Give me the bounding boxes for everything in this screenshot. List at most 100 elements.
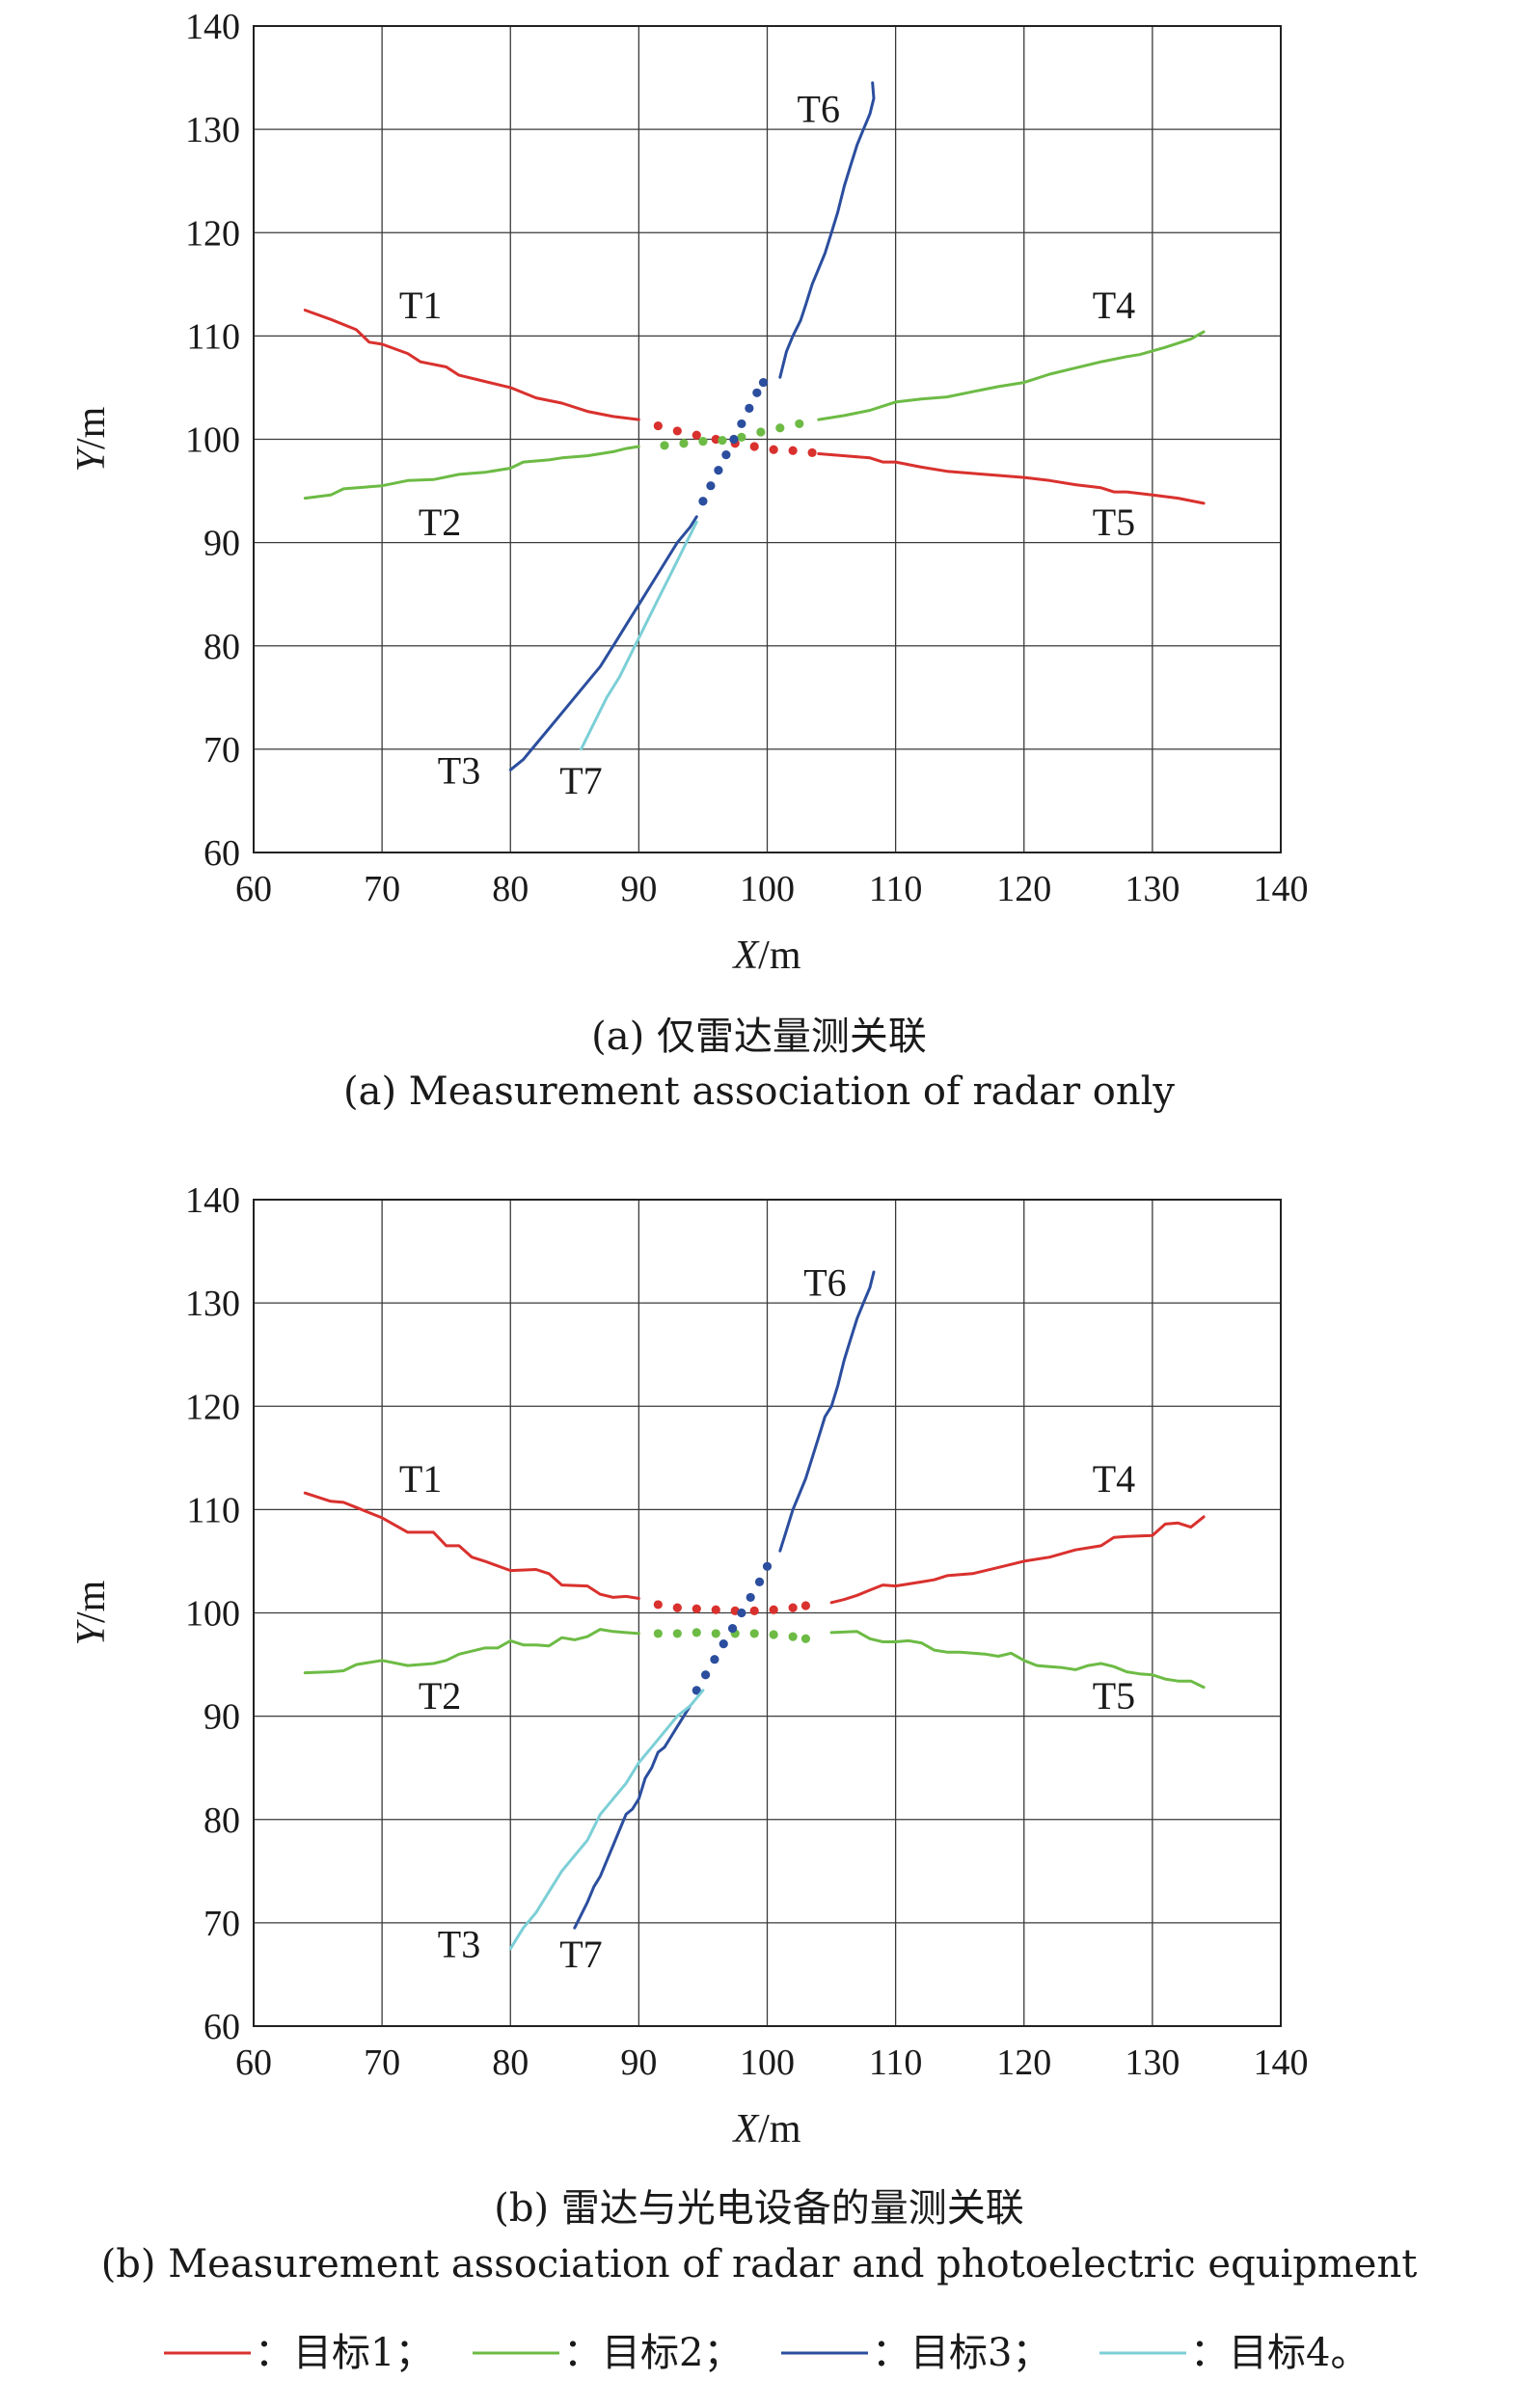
target1-point	[788, 446, 798, 455]
y-tick-label: 110	[186, 1490, 240, 1530]
y-axis-label: Y/m	[69, 406, 114, 472]
target1-point	[749, 442, 759, 451]
y-axis-var: Y	[69, 445, 114, 472]
target2-point	[653, 1629, 663, 1638]
track-label-t1: T1	[399, 1457, 442, 1501]
target3-point	[737, 419, 746, 429]
legend-label-target1: ：目标1；	[255, 2331, 433, 2375]
target1-point	[653, 420, 663, 431]
target3-point	[762, 1561, 773, 1571]
series-group	[303, 81, 1206, 771]
target2-point	[795, 419, 804, 429]
track-label-t6: T6	[803, 1261, 846, 1305]
x-tick-label: 120	[996, 2043, 1051, 2083]
target3-point	[714, 466, 723, 475]
plot-frame	[253, 25, 1282, 853]
series-group	[303, 1270, 1206, 1951]
target1-track-line	[303, 309, 640, 421]
target2-point	[769, 1630, 778, 1639]
target2-point	[711, 1629, 720, 1638]
legend: ：目标1； ：目标2； ：目标3； ：目标4。	[164, 2331, 1369, 2375]
x-tick-label: 80	[492, 2043, 529, 2083]
target3-point	[698, 497, 708, 506]
target1-point	[672, 1603, 682, 1612]
target2-point	[749, 1629, 759, 1638]
y-tick-label: 90	[203, 524, 240, 564]
target3-point	[727, 1623, 738, 1634]
target1-point	[749, 1606, 759, 1615]
target2-association-points	[660, 419, 804, 450]
track-label-t6: T6	[798, 88, 840, 131]
x-tick-label: 90	[620, 869, 657, 909]
y-tick-label: 110	[186, 316, 240, 357]
target2-point	[788, 1632, 798, 1641]
track-label-t4: T4	[1093, 1457, 1135, 1501]
target2-point	[800, 1634, 811, 1643]
x-tick-label: 100	[740, 869, 795, 909]
x-axis-unit: /m	[758, 933, 801, 978]
y-tick-label: 130	[185, 110, 240, 150]
y-axis-unit: /m	[69, 1580, 114, 1623]
target3-track-line	[508, 515, 698, 771]
target2-track-line	[817, 330, 1206, 421]
target4-track-line	[580, 520, 698, 751]
target2-point	[756, 427, 766, 437]
target3-point	[758, 377, 769, 388]
legend-label-target3: ：目标3；	[872, 2331, 1050, 2375]
target2-point	[692, 1628, 701, 1637]
caption-en: (a) Measurement association of radar onl…	[343, 1069, 1175, 1114]
target3-point	[754, 1577, 765, 1586]
grid	[254, 26, 1281, 852]
y-axis-unit: /m	[69, 406, 114, 449]
target2-point	[737, 432, 746, 442]
caption-cn: (b) 雷达与光电设备的量测关联	[494, 2186, 1024, 2231]
target1-point	[788, 1603, 798, 1612]
y-tick-label: 90	[203, 1697, 240, 1738]
y-tick-label: 100	[185, 420, 240, 461]
target3-point	[719, 1639, 728, 1649]
target2-track-line	[829, 1630, 1206, 1690]
x-tick-label: 70	[364, 869, 400, 909]
x-tick-label: 140	[1254, 869, 1309, 909]
plot-frame	[253, 1199, 1282, 2027]
target3-point	[746, 1592, 755, 1603]
target1-point	[653, 1600, 663, 1610]
target1-track-line	[829, 1515, 1206, 1605]
target3-association-points	[698, 377, 769, 506]
target1-track-line	[303, 1491, 640, 1600]
x-tick-label: 70	[364, 2043, 400, 2083]
track-label-t1: T1	[399, 284, 442, 327]
track-label-t2: T2	[419, 1674, 461, 1718]
target1-association-points	[653, 420, 817, 458]
x-tick-label: 90	[620, 2043, 657, 2083]
y-tick-label: 70	[203, 1904, 240, 1944]
legend-label-target2: ：目标2；	[563, 2331, 742, 2375]
y-tick-label: 140	[185, 7, 240, 47]
x-axis-unit: /m	[758, 2107, 801, 2151]
y-tick-label: 100	[185, 1594, 240, 1635]
x-axis-label: X/m	[732, 933, 801, 978]
target3-point	[692, 1686, 701, 1695]
grid	[254, 1200, 1281, 2026]
target2-point	[698, 437, 708, 446]
target1-point	[672, 426, 682, 436]
y-tick-label: 60	[203, 833, 240, 874]
x-tick-label: 100	[740, 2043, 795, 2083]
target3-track-line	[778, 81, 876, 379]
legend-label-target4: ：目标4。	[1190, 2331, 1369, 2375]
target1-point	[769, 445, 778, 454]
target2-point	[672, 1629, 682, 1638]
y-axis-label: Y/m	[69, 1580, 114, 1645]
x-axis-var: X	[732, 2107, 761, 2151]
track-label-t5: T5	[1093, 501, 1135, 544]
target1-point	[711, 1605, 720, 1614]
x-tick-label: 60	[235, 869, 272, 909]
target3-track-line	[778, 1270, 876, 1553]
target1-point	[692, 430, 701, 440]
track-label-t3: T3	[438, 1922, 480, 1965]
y-tick-label: 60	[203, 2007, 240, 2047]
chart-a: 60 70 80 90 100 110 120 130 140 60 70 80 90 100 110 120…	[69, 7, 1309, 1114]
target2-track-line	[303, 445, 640, 501]
target3-point	[701, 1670, 711, 1680]
